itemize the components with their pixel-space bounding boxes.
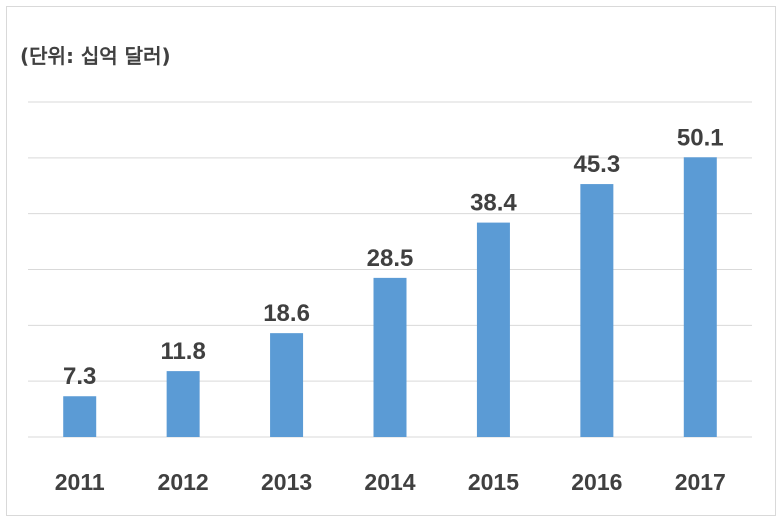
bar-2016 [580, 184, 614, 437]
bar-2017 [683, 157, 717, 437]
data-label-2017: 50.1 [677, 124, 724, 151]
x-tick-label-2017: 2017 [675, 469, 726, 495]
bar-2012 [166, 371, 200, 437]
bar-2011 [63, 396, 97, 437]
data-label-2014: 28.5 [367, 245, 414, 272]
x-tick-label-2011: 2011 [55, 469, 105, 495]
data-label-2013: 18.6 [263, 300, 310, 327]
x-tick-label-2012: 2012 [158, 469, 209, 495]
unit-label: (단위: 십억 달러) [20, 44, 171, 68]
bar-2015 [476, 222, 510, 437]
bar-2014 [373, 277, 407, 437]
x-tick-label-2013: 2013 [261, 469, 312, 495]
bar-2013 [270, 333, 304, 437]
data-label-2016: 45.3 [573, 151, 620, 178]
x-tick-label-2016: 2016 [571, 469, 622, 495]
x-tick-label-2015: 2015 [468, 469, 519, 495]
data-label-2015: 38.4 [470, 190, 517, 217]
data-label-2011: 7.3 [63, 363, 96, 390]
data-label-2012: 11.8 [160, 338, 205, 365]
x-tick-label-2014: 2014 [364, 469, 415, 495]
